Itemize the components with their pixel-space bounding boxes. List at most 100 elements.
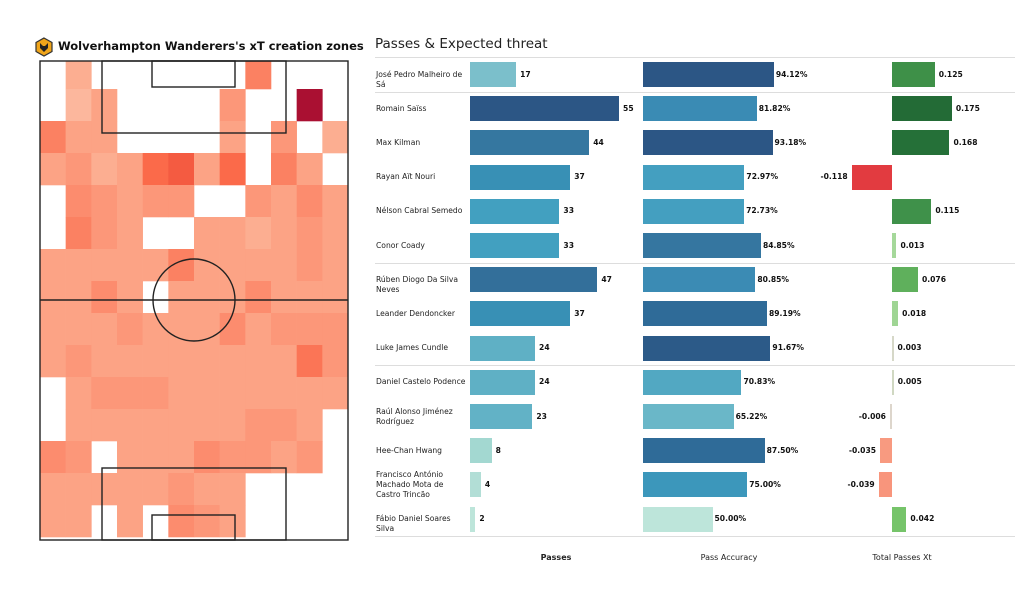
heatmap-cell [194,409,220,442]
pass-accuracy-value: 89.19% [768,308,801,318]
pass-accuracy-value: 81.82% [758,103,791,113]
heatmap-cell [40,505,66,538]
heatmap-cell [271,249,297,282]
wolves-badge-icon [35,37,53,57]
row-divider [375,91,1015,93]
heatmap-cell [271,377,297,410]
heatmap-cell [168,409,195,442]
xt-bar [889,404,892,429]
heatmap-cell [168,473,195,506]
x-label-pass-accuracy: Pass Accuracy [700,553,758,562]
pass-accuracy-bar [643,404,734,429]
heatmap-cell [245,185,272,218]
xt-bar [892,233,897,258]
pass-accuracy-value: 72.73% [746,206,778,216]
heatmap-cell [142,409,169,442]
heatmap-cell [117,409,143,442]
xt-bar [892,198,932,224]
player-name: Rayan Aït Nouri [376,172,436,182]
passes-bar [470,267,598,293]
heatmap-cell [322,185,349,218]
heatmap-cell [65,89,92,122]
passes-bar [470,472,481,498]
heatmap-cell [322,345,349,378]
heatmap-cell [322,249,349,282]
heatmap-cell [91,409,118,442]
passes-bar [470,130,590,156]
pass-accuracy-value: 72.97% [746,172,779,182]
heatmap-cell [219,249,246,282]
heatmap-cell [322,217,349,250]
heatmap-cell [142,473,169,506]
heatmap-cell [142,249,169,282]
heatmap-cell [194,473,220,506]
player-name: Daniel Castelo Podence [376,377,466,387]
heatmap-cell [219,505,246,538]
heatmap-cell [322,121,349,154]
heatmap-cell [40,281,66,314]
xt-value: 0.115 [935,206,960,216]
pass-accuracy-value: 50.00% [714,514,747,524]
passes-value: 33 [563,240,574,250]
heatmap-cell [91,249,118,282]
xt-bar [892,62,935,87]
heatmap-cell [219,313,246,346]
top-six-yard-box [151,60,236,88]
player-name: José Pedro Malheiro de Sá [376,69,463,89]
heatmap-cell [194,281,220,314]
xt-value: 0.018 [902,308,927,318]
passes-bar [470,506,476,532]
heatmap-cell [271,313,297,346]
player-name: Leander Dendoncker [376,308,455,318]
passes-value: 33 [563,206,574,216]
pass-accuracy-value: 80.85% [757,274,790,284]
heatmap-cell [296,249,323,282]
heatmap-cell [219,217,246,250]
heatmap-cell [168,345,195,378]
heatmap-cell [117,313,143,346]
pass-accuracy-bar [643,96,757,122]
heatmap-cell [219,121,246,154]
xt-bar [892,506,907,532]
heatmap-cell [40,441,66,474]
heatmap-cell [271,409,297,442]
heatmap-cell [40,313,66,346]
heatmap-cell [168,153,195,186]
heatmap-cell [271,217,297,250]
pass-accuracy-bar [643,267,756,293]
heatmap-cell [65,217,92,250]
player-name: Nélson Cabral Semedo [376,206,463,216]
heatmap-cell [117,217,143,250]
row-divider [375,262,1015,264]
passes-value: 24 [539,377,550,387]
passes-bar [470,233,560,258]
heatmap-cell [245,281,272,314]
bottom-six-yard-box [151,514,236,541]
xt-bar [892,335,894,361]
heatmap-cell [91,377,118,410]
xt-value: 0.175 [955,103,980,113]
heatmap-cell [322,377,349,410]
pass-accuracy-bar [643,369,742,395]
heatmap-cell [271,345,297,378]
heatmap-cell [322,313,349,346]
heatmap-cell [245,61,272,90]
heatmap-cell [65,441,92,474]
heatmap-cell [117,473,143,506]
x-label-total-passes-xt: Total Passes Xt [872,553,932,562]
pass-accuracy-bar [643,233,761,258]
heatmap-cell [65,249,92,282]
heatmap-cell [91,121,118,154]
heatmap-cell [168,377,195,410]
passes-value: 17 [520,69,531,79]
xt-bar [892,267,918,293]
xt-value: -0.035 [848,445,877,455]
pass-accuracy-bar [643,301,767,327]
heatmap-cell [40,345,66,378]
passes-bar [470,404,533,429]
heatmap-cell [117,505,143,538]
heatmap-cell [219,409,246,442]
heatmap-cell [296,345,323,378]
heatmap-cell [117,249,143,282]
heatmap-cell [219,377,246,410]
